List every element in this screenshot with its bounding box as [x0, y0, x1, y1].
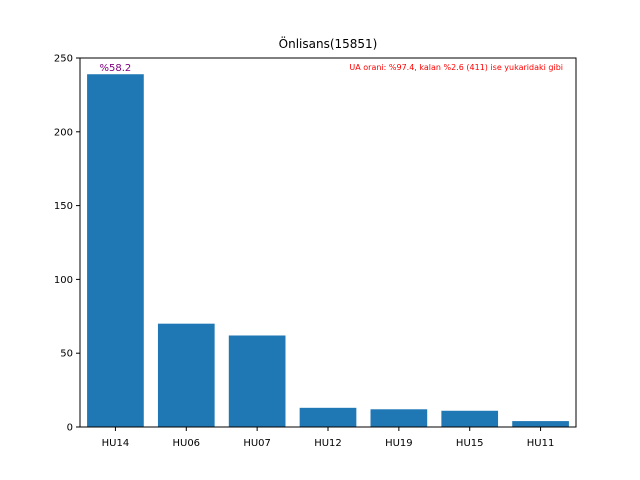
y-axis: 0 50 100 150 200 250 — [54, 54, 80, 434]
bar-hu14 — [87, 74, 144, 428]
x-tick-label: HU07 — [243, 438, 271, 449]
x-tick-label: HU19 — [385, 438, 413, 449]
x-axis: HU14 HU06 HU07 HU12 HU19 HU15 HU11 — [102, 427, 555, 449]
bar-percentage-label: %58.2 — [100, 63, 132, 74]
y-tick-label: 100 — [54, 275, 73, 286]
y-tick-label: 50 — [60, 349, 73, 360]
x-tick-label: HU15 — [456, 438, 484, 449]
bar-hu11 — [512, 421, 569, 427]
y-tick-label: 0 — [67, 423, 73, 434]
y-tick-label: 250 — [54, 54, 73, 65]
y-tick-label: 150 — [54, 201, 73, 212]
ua-note-annotation: UA orani: %97.4, kalan %2.6 (411) ise yu… — [349, 63, 563, 72]
bar-labels: %58.2 — [100, 63, 132, 74]
x-tick-label: HU14 — [102, 438, 130, 449]
bar-hu12 — [299, 407, 357, 427]
bar-hu07 — [228, 335, 286, 427]
x-tick-label: HU06 — [172, 438, 200, 449]
x-tick-label: HU11 — [527, 438, 555, 449]
bars — [87, 74, 569, 428]
y-tick-label: 200 — [54, 127, 73, 138]
plot-frame — [79, 57, 577, 428]
chart-title: Önlisans(15851) — [279, 35, 378, 51]
x-tick-label: HU12 — [314, 438, 342, 449]
bar-hu15 — [441, 410, 499, 427]
bar-hu19 — [370, 409, 428, 427]
bar-hu06 — [157, 323, 215, 427]
